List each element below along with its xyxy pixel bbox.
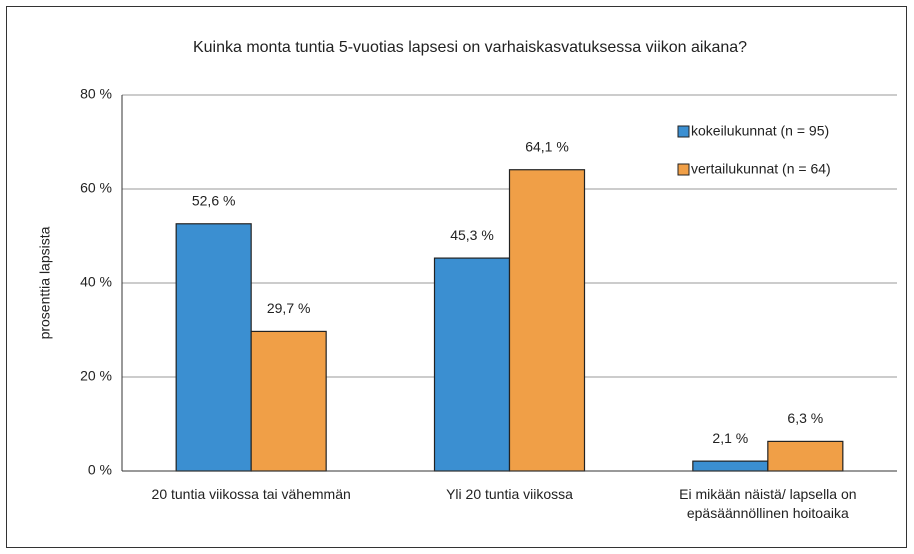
bar <box>767 440 844 472</box>
legend-label: vertailukunnat (n = 64) <box>691 161 831 177</box>
bar <box>175 223 252 472</box>
data-label: 2,1 % <box>712 430 748 446</box>
data-label: 45,3 % <box>450 227 494 243</box>
bar <box>433 257 511 472</box>
data-label: 52,6 % <box>192 192 236 208</box>
y-tick-label: 80 % <box>80 86 112 102</box>
y-axis-label: prosenttia lapsista <box>37 226 53 339</box>
y-tick-label: 40 % <box>80 274 112 290</box>
data-label: 64,1 % <box>525 138 569 154</box>
x-tick-label: Ei mikään näistä/ lapsella on epäsäännöl… <box>679 486 857 521</box>
y-tick-label: 0 % <box>88 462 112 478</box>
bar <box>692 460 769 472</box>
x-tick-label: Yli 20 tuntia viikossa <box>446 486 573 502</box>
data-label: 6,3 % <box>787 410 823 426</box>
bar <box>250 330 327 472</box>
legend-label: kokeilukunnat (n = 95) <box>691 123 829 139</box>
legend-swatch <box>677 163 690 176</box>
y-tick-label: 20 % <box>80 368 112 384</box>
chart-title: Kuinka monta tuntia 5-vuotias lapsesi on… <box>193 39 747 56</box>
y-tick-label: 60 % <box>80 180 112 196</box>
bar <box>508 169 586 472</box>
legend-swatch <box>677 125 690 138</box>
data-label: 29,7 % <box>267 300 311 316</box>
x-tick-label: 20 tuntia viikossa tai vähemmän <box>151 486 351 502</box>
